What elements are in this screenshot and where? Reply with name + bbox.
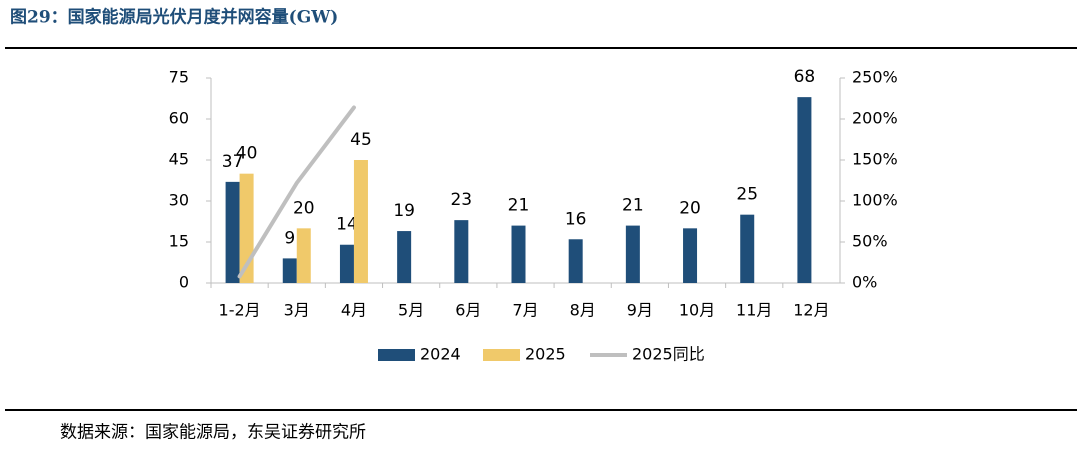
data-label: 20 <box>679 198 701 218</box>
data-label: 40 <box>236 144 258 164</box>
data-label: 37 <box>222 152 244 172</box>
y-tick-label: 0 <box>179 273 189 292</box>
bar <box>454 220 469 283</box>
bar <box>397 231 412 283</box>
x-tick-label: 11月 <box>736 301 772 320</box>
data-label: 21 <box>508 196 530 216</box>
data-label: 20 <box>293 198 315 218</box>
x-tick-label: 6月 <box>455 301 481 320</box>
bar <box>282 258 297 283</box>
x-tick-label: 8月 <box>570 301 596 320</box>
y-tick-label: 45 <box>169 150 189 169</box>
bar <box>683 228 698 283</box>
y2-tick-label: 100% <box>852 191 898 210</box>
bar <box>511 225 526 283</box>
data-label: 45 <box>350 130 372 150</box>
bar <box>225 181 240 283</box>
bar <box>353 160 368 283</box>
data-label: 19 <box>393 201 415 221</box>
x-tick-label: 10月 <box>679 301 715 320</box>
bar <box>740 214 755 283</box>
data-label: 21 <box>622 196 644 216</box>
legend-swatch <box>378 349 415 361</box>
data-label: 68 <box>794 67 816 87</box>
bar <box>339 244 354 283</box>
y2-tick-label: 150% <box>852 150 898 169</box>
data-label: 16 <box>565 209 587 229</box>
x-tick-label: 3月 <box>284 301 310 320</box>
legend-label: 2025 <box>525 345 566 364</box>
legend-label: 2025同比 <box>632 345 705 364</box>
x-tick-label: 4月 <box>341 301 367 320</box>
x-tick-label: 7月 <box>512 301 538 320</box>
line-series <box>237 105 356 279</box>
bar <box>568 239 583 283</box>
y2-tick-label: 250% <box>852 68 898 87</box>
x-tick-label: 1-2月 <box>219 301 261 320</box>
bar <box>625 225 640 283</box>
data-label: 23 <box>450 190 472 210</box>
x-tick-label: 12月 <box>793 301 829 320</box>
y-tick-label: 60 <box>169 109 189 128</box>
y2-tick-label: 50% <box>852 232 888 251</box>
legend-label: 2024 <box>420 345 461 364</box>
y-tick-label: 30 <box>169 191 189 210</box>
data-label: 9 <box>284 228 295 248</box>
legend-swatch <box>483 349 520 361</box>
bar <box>296 228 311 283</box>
y2-tick-label: 0% <box>852 273 877 292</box>
y-tick-label: 75 <box>169 68 189 87</box>
chart-title: 图29：国家能源局光伏月度并网容量(GW) <box>10 7 338 28</box>
bar <box>797 97 812 283</box>
data-label: 25 <box>736 185 758 205</box>
x-tick-label: 9月 <box>627 301 653 320</box>
y-tick-label: 15 <box>169 232 189 251</box>
y2-tick-label: 200% <box>852 109 898 128</box>
x-tick-label: 5月 <box>398 301 424 320</box>
source-note: 数据来源：国家能源局，东吴证券研究所 <box>60 423 366 443</box>
data-label: 14 <box>336 215 358 235</box>
